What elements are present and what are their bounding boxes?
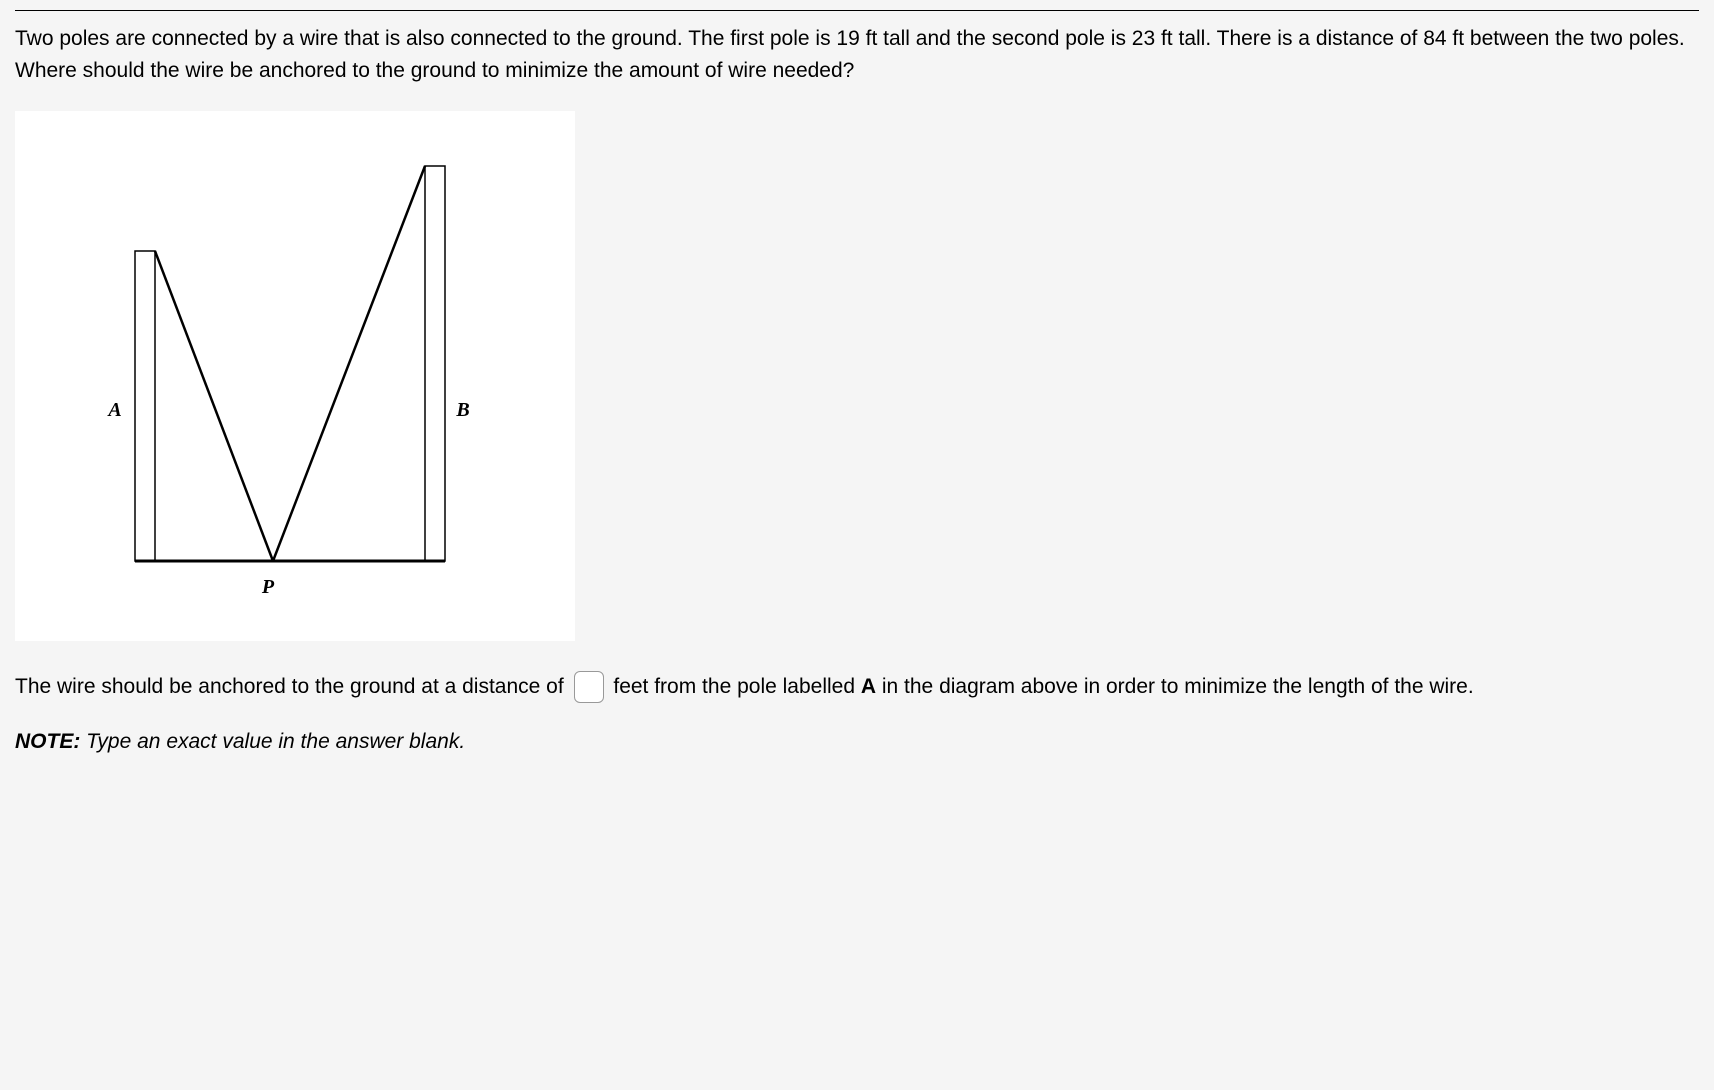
poles-diagram: A B P: [15, 111, 575, 641]
label-b: B: [455, 399, 469, 421]
label-p: P: [261, 576, 275, 598]
note-label: NOTE:: [15, 730, 80, 753]
diagram-container: A B P: [15, 111, 575, 641]
label-a: A: [106, 399, 121, 421]
answer-bold-label: A: [861, 675, 876, 698]
answer-prefix: The wire should be anchored to the groun…: [15, 675, 570, 698]
pole-b: [425, 166, 445, 561]
wire-a-p: [155, 251, 273, 561]
note-line: NOTE: Type an exact value in the answer …: [15, 726, 1699, 758]
answer-suffix-2: in the diagram above in order to minimiz…: [876, 675, 1474, 698]
pole-a: [135, 251, 155, 561]
wire-b-p: [273, 166, 425, 561]
answer-input[interactable]: [574, 671, 604, 703]
answer-line: The wire should be anchored to the groun…: [15, 666, 1699, 708]
question-text: Two poles are connected by a wire that i…: [15, 23, 1699, 86]
top-rule: [15, 10, 1699, 11]
answer-suffix-1: feet from the pole labelled: [608, 675, 861, 698]
note-text: Type an exact value in the answer blank.: [80, 730, 465, 753]
